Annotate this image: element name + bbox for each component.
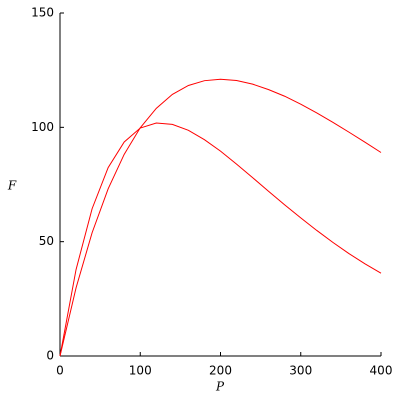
x-axis-title: P (215, 380, 225, 394)
y-tick-label: 150 (31, 6, 54, 20)
y-tick-label: 100 (31, 120, 54, 134)
line-series (59, 78, 382, 357)
x-tick-label: 100 (129, 364, 152, 378)
y-axis-title: F (7, 179, 17, 193)
x-tick-label: 400 (370, 364, 393, 378)
y-tick-label: 0 (46, 349, 54, 363)
x-tick-label: 300 (289, 364, 312, 378)
x-tick-label: 200 (209, 364, 232, 378)
line-series (59, 122, 382, 357)
x-tick-label: 0 (56, 364, 64, 378)
y-tick-label: 50 (39, 234, 54, 248)
